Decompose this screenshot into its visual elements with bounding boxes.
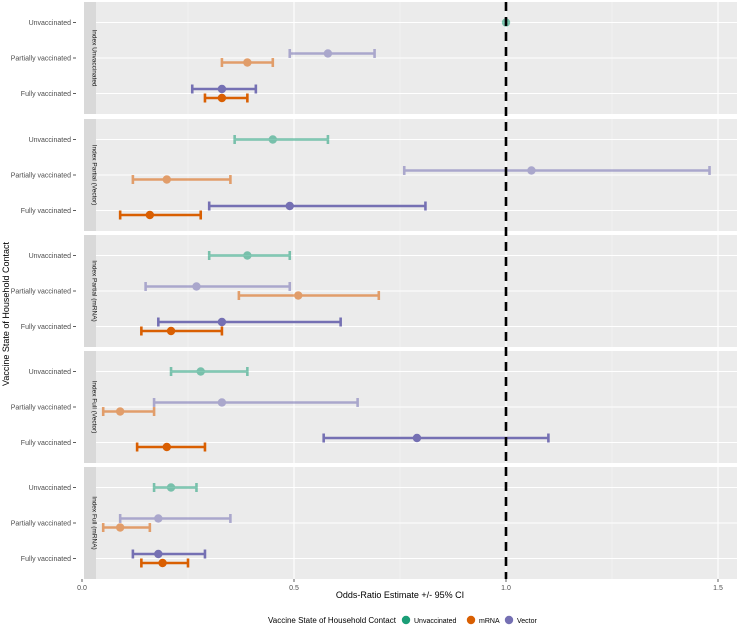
point-estimate xyxy=(285,201,294,211)
error-bar-unvaccinated xyxy=(233,134,330,144)
error-bar-vector xyxy=(152,398,359,407)
error-bar-vector xyxy=(118,514,232,523)
error-bar-mrna xyxy=(118,210,203,220)
facet-strip-label: Index Unvaccinated xyxy=(91,29,98,86)
legend-label: mRNA xyxy=(479,618,500,625)
y-tick-label: Unvaccinated xyxy=(29,369,72,376)
facet-strip-label: Index Partial (mRNA) xyxy=(91,260,98,321)
error-bar-mrna xyxy=(237,291,381,300)
error-bar-unvaccinated xyxy=(207,250,292,260)
x-tick-label: 1.5 xyxy=(713,585,723,592)
y-tick-label: Unvaccinated xyxy=(29,253,72,260)
error-bar-mrna xyxy=(135,442,207,452)
error-bar-vector xyxy=(144,282,292,291)
error-bar-vector xyxy=(402,166,711,175)
error-bar-unvaccinated xyxy=(152,482,198,492)
facet-strip-label: Index Full (mRNA) xyxy=(91,496,98,549)
point-estimate xyxy=(154,549,163,559)
y-tick-label: Fully vaccinated xyxy=(21,324,71,331)
error-bar-vector xyxy=(207,201,427,211)
error-bar-mrna xyxy=(101,407,156,416)
facet-strip xyxy=(84,467,96,579)
legend-title: Vaccine State of Household Contact xyxy=(268,616,397,625)
legend: Vaccine State of Household Contact Unvacc… xyxy=(268,615,538,625)
point-estimate xyxy=(323,49,333,58)
legend-key xyxy=(401,615,411,625)
panel: Index Full (mRNA) Unvaccinated Partially v… xyxy=(11,467,737,579)
point-estimate xyxy=(243,58,252,67)
x-axis-title: Odds-Ratio Estimate +/- 95% CI xyxy=(336,590,464,600)
error-bar-unvaccinated xyxy=(169,366,249,376)
panels-layer: Index Unvaccinated Unvaccinated Partially … xyxy=(11,2,737,579)
facet-strip xyxy=(84,119,96,231)
point-estimate xyxy=(115,407,125,416)
legend-label: Vector xyxy=(517,618,538,625)
y-axis-title: Vaccine State of Household Contact xyxy=(1,242,11,386)
x-tick-label: 0.5 xyxy=(289,585,299,592)
error-bar-mrna xyxy=(220,58,275,67)
facet-strip-label: Index Partial (Vector) xyxy=(91,145,98,206)
y-tick-label: Unvaccinated xyxy=(29,485,72,492)
point-estimate xyxy=(166,326,176,336)
error-bar-mrna xyxy=(140,558,190,568)
y-tick-label: Fully vaccinated xyxy=(21,91,71,98)
point-estimate xyxy=(217,317,227,327)
point-estimate xyxy=(162,175,171,184)
error-bar-mrna xyxy=(101,523,152,532)
panel: Index Partial (Vector) Unvaccinated Partia… xyxy=(11,119,737,231)
facet-strip xyxy=(84,235,96,347)
error-bar-vector xyxy=(288,49,376,58)
point-estimate xyxy=(217,84,227,94)
error-bar-mrna xyxy=(131,175,232,184)
y-tick-label: Partially vaccinated xyxy=(11,521,71,528)
error-bar-vector xyxy=(190,84,258,94)
point-estimate xyxy=(162,442,171,452)
point-estimate xyxy=(412,433,422,443)
y-tick-label: Partially vaccinated xyxy=(11,289,71,296)
error-bar-vector xyxy=(157,317,342,327)
facet-strip xyxy=(84,2,96,114)
y-tick-label: Partially vaccinated xyxy=(11,405,71,412)
y-tick-label: Unvaccinated xyxy=(29,137,72,144)
point-estimate xyxy=(217,398,227,407)
point-estimate xyxy=(217,93,227,103)
y-tick-label: Fully vaccinated xyxy=(21,556,71,563)
legend-key xyxy=(504,615,514,625)
facet-strip xyxy=(84,351,96,463)
point-estimate xyxy=(192,282,201,291)
y-tick-label: Fully vaccinated xyxy=(21,208,71,215)
facet-strip-label: Index Full (Vector) xyxy=(91,381,98,434)
panel: Index Full (Vector) Unvaccinated Partially… xyxy=(11,351,737,463)
y-tick-label: Partially vaccinated xyxy=(11,173,71,180)
x-tick-label: 1.0 xyxy=(501,585,511,592)
point-estimate xyxy=(268,135,277,144)
point-estimate xyxy=(115,523,125,532)
y-tick-label: Partially vaccinated xyxy=(11,56,71,63)
point-estimate xyxy=(158,558,167,568)
point-estimate xyxy=(145,210,155,220)
panel: Index Unvaccinated Unvaccinated Partially … xyxy=(11,2,737,114)
point-estimate xyxy=(527,166,536,175)
error-bar-mrna xyxy=(140,326,224,336)
point-estimate xyxy=(294,291,303,300)
point-estimate xyxy=(196,367,205,376)
point-estimate xyxy=(154,514,163,523)
error-bar-vector xyxy=(131,549,207,559)
point-estimate xyxy=(243,251,252,260)
panel: Index Partial (mRNA) Unvaccinated Partiall… xyxy=(11,235,737,347)
error-bar-vector xyxy=(322,433,550,443)
error-bar-mrna xyxy=(203,93,249,103)
y-tick-label: Fully vaccinated xyxy=(21,440,71,447)
x-axis: 0.0 0.5 1.0 1.5 xyxy=(77,579,723,592)
legend-key xyxy=(466,615,476,625)
y-tick-label: Unvaccinated xyxy=(29,20,72,27)
point-estimate xyxy=(166,483,176,492)
legend-label: Unvaccinated xyxy=(414,618,457,625)
x-tick-label: 0.0 xyxy=(77,585,87,592)
